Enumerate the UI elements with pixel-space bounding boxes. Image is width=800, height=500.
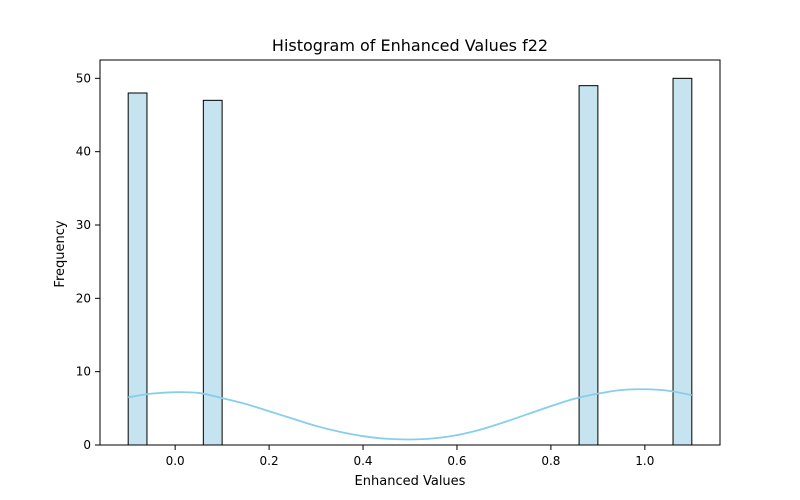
x-tick-label: 0.6 bbox=[447, 454, 466, 468]
y-tick-label: 50 bbox=[76, 71, 91, 85]
bars-group bbox=[127, 77, 693, 446]
x-tick-label: 1.0 bbox=[635, 454, 654, 468]
x-tick-label: 0.2 bbox=[260, 454, 279, 468]
plot-frame bbox=[99, 59, 721, 446]
x-axis-label: Enhanced Values bbox=[355, 474, 466, 489]
y-tick-label: 10 bbox=[76, 365, 91, 379]
kde-curve bbox=[128, 388, 692, 441]
x-axis-ticks: 0.0 0.2 0.4 0.6 0.8 1.0 bbox=[166, 445, 654, 468]
histogram-bar bbox=[202, 99, 223, 446]
histogram-bar bbox=[578, 85, 599, 446]
x-tick-label: 0.8 bbox=[541, 454, 560, 468]
y-tick-label: 30 bbox=[76, 218, 91, 232]
histogram-bar bbox=[127, 92, 148, 446]
chart-title: Histogram of Enhanced Values f22 bbox=[272, 36, 548, 55]
histogram-bar bbox=[672, 77, 693, 446]
y-tick-label: 40 bbox=[76, 145, 91, 159]
x-tick-label: 0.0 bbox=[166, 454, 185, 468]
y-tick-label: 20 bbox=[76, 291, 91, 305]
x-tick-label: 0.4 bbox=[353, 454, 372, 468]
y-axis-label: Frequency bbox=[53, 220, 68, 287]
y-tick-label: 0 bbox=[83, 438, 91, 452]
y-axis-ticks: 0 10 20 30 40 50 bbox=[76, 71, 100, 452]
